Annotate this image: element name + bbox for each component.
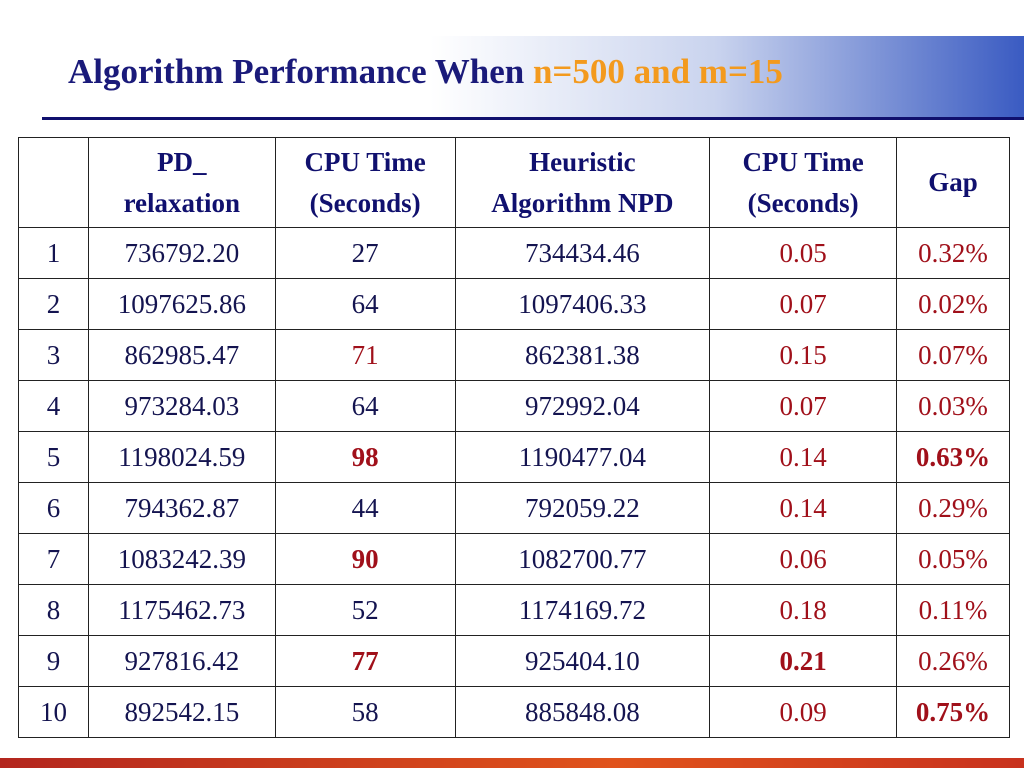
table-cell: 0.14	[709, 431, 898, 483]
footer-bar	[0, 758, 1024, 768]
table-cell: 5	[18, 431, 89, 483]
header-cell: Gap	[896, 137, 1010, 228]
table-row: 5 1198024.59 98 1190477.04 0.14 0.63%	[18, 431, 1010, 483]
table-cell: 792059.22	[454, 482, 711, 534]
table-row: 6 794362.87 44 792059.22 0.14 0.29%	[18, 482, 1010, 534]
table-cell: 10	[18, 686, 89, 738]
table-cell: 7	[18, 533, 89, 585]
table-cell: 2	[18, 278, 89, 330]
header-row: PD_ relaxation CPU Time (Seconds) Heuristi…	[18, 137, 1010, 228]
title-rule	[42, 117, 1024, 120]
table-cell: 0.75%	[896, 686, 1010, 738]
table-cell: 0.07%	[896, 329, 1010, 381]
results-table: PD_ relaxation CPU Time (Seconds) Heuristi…	[18, 137, 1010, 738]
table-cell: 0.11%	[896, 584, 1010, 636]
table-cell: 892542.15	[87, 686, 276, 738]
table-cell: 0.15	[709, 329, 898, 381]
table-cell: 925404.10	[454, 635, 711, 687]
table-cell: 77	[274, 635, 456, 687]
table-cell: 8	[18, 584, 89, 636]
table-cell: 0.14	[709, 482, 898, 534]
table-cell: 1174169.72	[454, 584, 711, 636]
table-cell: 3	[18, 329, 89, 381]
title-band	[0, 36, 1024, 118]
table-row: 3 862985.47 71 862381.38 0.15 0.07%	[18, 329, 1010, 381]
table-cell: 64	[274, 278, 456, 330]
table-cell: 71	[274, 329, 456, 381]
table-cell: 1175462.73	[87, 584, 276, 636]
header-cell: Heuristic Algorithm NPD	[454, 137, 711, 228]
table-cell: 862985.47	[87, 329, 276, 381]
table-cell: 973284.03	[87, 380, 276, 432]
table-cell: 734434.46	[454, 227, 711, 279]
table-body: 1 736792.20 27 734434.46 0.05 0.32% 2 1097625.8…	[18, 227, 1010, 738]
table-cell: 0.03%	[896, 380, 1010, 432]
slide-title: Algorithm Performance When n=500 and m=1…	[68, 52, 783, 92]
title-main: Algorithm Performance When	[68, 52, 525, 91]
header-cell: CPU Time (Seconds)	[274, 137, 456, 228]
table-row: 10 892542.15 58 885848.08 0.09 0.75%	[18, 686, 1010, 738]
table-cell: 0.07	[709, 278, 898, 330]
table-cell: 90	[274, 533, 456, 585]
table-row: 8 1175462.73 52 1174169.72 0.18 0.11%	[18, 584, 1010, 636]
table-cell: 1097625.86	[87, 278, 276, 330]
table-cell: 64	[274, 380, 456, 432]
table-cell: 794362.87	[87, 482, 276, 534]
table-row: 7 1083242.39 90 1082700.77 0.06 0.05%	[18, 533, 1010, 585]
table-row: 2 1097625.86 64 1097406.33 0.07 0.02%	[18, 278, 1010, 330]
header-cell: PD_ relaxation	[87, 137, 276, 228]
title-highlight: n=500 and m=15	[532, 52, 783, 91]
table-cell: 0.02%	[896, 278, 1010, 330]
header-cell: CPU Time (Seconds)	[709, 137, 898, 228]
table-cell: 0.18	[709, 584, 898, 636]
table-cell: 27	[274, 227, 456, 279]
table-cell: 927816.42	[87, 635, 276, 687]
table-cell: 1083242.39	[87, 533, 276, 585]
table-cell: 0.07	[709, 380, 898, 432]
table-cell: 9	[18, 635, 89, 687]
table-cell: 58	[274, 686, 456, 738]
table-row: 9 927816.42 77 925404.10 0.21 0.26%	[18, 635, 1010, 687]
table-cell: 0.05%	[896, 533, 1010, 585]
table-row: 4 973284.03 64 972992.04 0.07 0.03%	[18, 380, 1010, 432]
table-cell: 98	[274, 431, 456, 483]
table-cell: 0.63%	[896, 431, 1010, 483]
table-cell: 0.06	[709, 533, 898, 585]
table-cell: 0.21	[709, 635, 898, 687]
table-cell: 736792.20	[87, 227, 276, 279]
table-cell: 885848.08	[454, 686, 711, 738]
table-cell: 0.32%	[896, 227, 1010, 279]
table-cell: 4	[18, 380, 89, 432]
table-cell: 1097406.33	[454, 278, 711, 330]
table-cell: 1082700.77	[454, 533, 711, 585]
table-cell: 0.26%	[896, 635, 1010, 687]
table-cell: 972992.04	[454, 380, 711, 432]
table-cell: 52	[274, 584, 456, 636]
table-cell: 0.05	[709, 227, 898, 279]
table-row: 1 736792.20 27 734434.46 0.05 0.32%	[18, 227, 1010, 279]
table-cell: 0.09	[709, 686, 898, 738]
table-cell: 1198024.59	[87, 431, 276, 483]
table-cell: 862381.38	[454, 329, 711, 381]
table-cell: 1190477.04	[454, 431, 711, 483]
corner-cell	[18, 137, 89, 228]
table-cell: 44	[274, 482, 456, 534]
table-cell: 6	[18, 482, 89, 534]
table-cell: 0.29%	[896, 482, 1010, 534]
table-cell: 1	[18, 227, 89, 279]
